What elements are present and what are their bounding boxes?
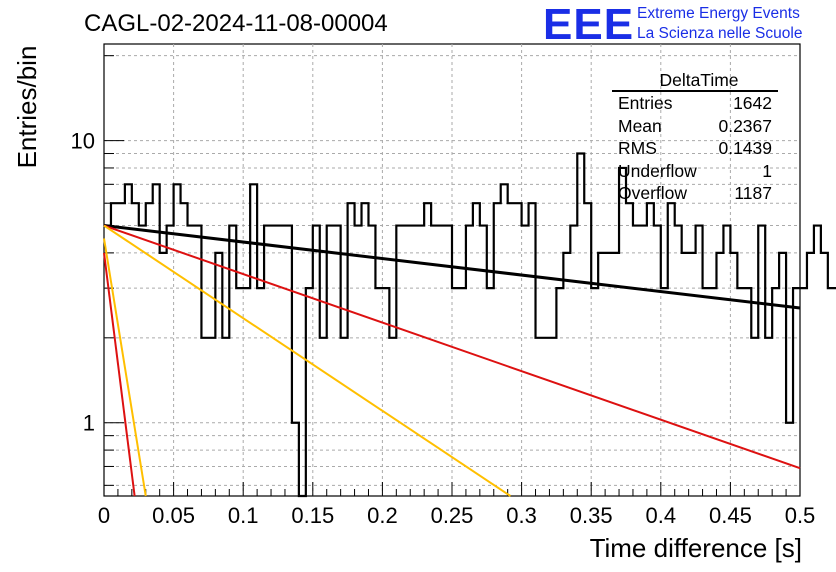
stats-header: DeltaTime (612, 70, 778, 92)
x-tick-label: 0.2 (367, 503, 398, 528)
x-tick-label: 0.45 (709, 503, 752, 528)
yellow-fit-curve (103, 238, 147, 497)
y-axis-label: Entries/bin (12, 45, 42, 169)
stats-row: Underflow 1 (612, 160, 778, 183)
histogram-line (104, 152, 836, 498)
logo-caption: Extreme Energy Events La Scienza nelle S… (637, 4, 802, 44)
stats-row: Entries 1642 (612, 92, 778, 115)
stats-box: DeltaTime Entries 1642 Mean 0.2367 RMS 0.14… (612, 70, 778, 205)
stats-value: 1642 (733, 93, 772, 113)
x-tick-label: 0.35 (570, 503, 613, 528)
eee-logo: EEE (543, 0, 635, 49)
logo-line2: La Scienza nelle Scuole (637, 25, 803, 42)
x-tick-label: 0.4 (646, 503, 677, 528)
x-tick-label: 0.1 (228, 503, 259, 528)
stats-label: Underflow (618, 160, 697, 181)
x-tick-label: 0 (98, 503, 110, 528)
stats-label: RMS (618, 138, 657, 159)
x-tick-label: 0.3 (506, 503, 537, 528)
stats-row: Mean 0.2367 (612, 115, 778, 138)
x-tick-label: 0.05 (152, 503, 195, 528)
data-marks (103, 152, 836, 498)
stats-value: 1 (762, 160, 772, 181)
y-tick-label: 1 (83, 411, 95, 436)
y-tick-label: 10 (71, 129, 95, 154)
red-fit-curve (103, 224, 801, 470)
stats-row: RMS 0.1439 (612, 137, 778, 160)
stats-row: Overflow 1187 (612, 182, 778, 205)
x-tick-label: 0.5 (785, 503, 816, 528)
x-axis-label: Time difference [s] (589, 533, 802, 563)
chart-title: CAGL-02-2024-11-08-00004 (84, 10, 388, 37)
stats-value: 0.1439 (718, 138, 772, 159)
logo-line1: Extreme Energy Events (637, 5, 800, 22)
black-fit-curve (103, 224, 801, 310)
yellow-fit-curve (103, 224, 512, 497)
x-tick-label: 0.15 (291, 503, 334, 528)
axis-ticks: 0 0.05 0.1 0.15 0.2 0.25 0.3 0.35 0.4 0.45 0.5 1 10 (71, 55, 816, 528)
stats-label: Entries (618, 93, 673, 113)
red-fit-curve (103, 252, 136, 497)
stats-value: 0.2367 (718, 115, 772, 136)
x-tick-label: 0.25 (431, 503, 474, 528)
stats-value: 1187 (734, 183, 772, 204)
stats-label: Overflow (618, 183, 688, 204)
stats-label: Mean (618, 115, 662, 136)
